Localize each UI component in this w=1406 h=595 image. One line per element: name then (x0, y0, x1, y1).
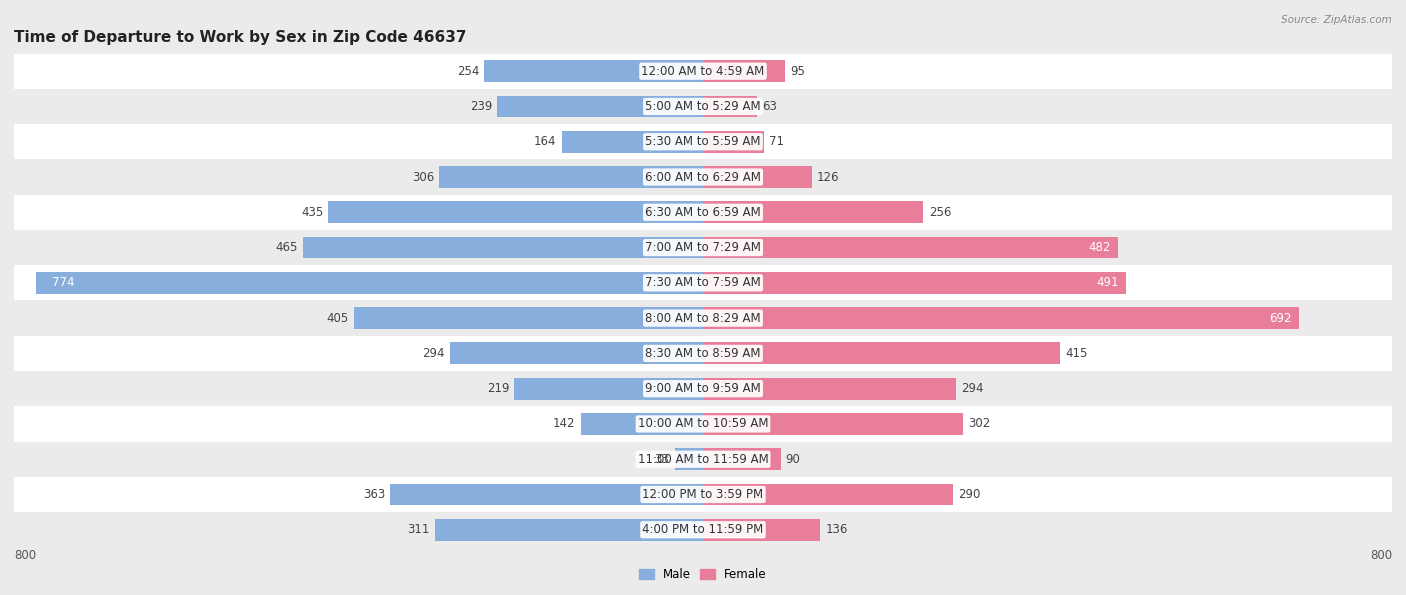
Bar (450, 343, 703, 364)
Text: 294: 294 (962, 382, 984, 395)
Text: 6:00 AM to 6:29 AM: 6:00 AM to 6:29 AM (645, 171, 761, 183)
Text: 415: 415 (1066, 347, 1088, 360)
Bar (703, 413, 963, 435)
Text: 9:00 AM to 9:59 AM: 9:00 AM to 9:59 AM (645, 382, 761, 395)
Text: 7:00 AM to 7:29 AM: 7:00 AM to 7:29 AM (645, 241, 761, 254)
Text: 4:00 PM to 11:59 PM: 4:00 PM to 11:59 PM (643, 523, 763, 536)
Bar (14, 124, 1392, 159)
Text: 290: 290 (957, 488, 980, 501)
Bar (14, 300, 1392, 336)
Bar (14, 371, 1392, 406)
Bar (14, 230, 1392, 265)
Bar (329, 201, 703, 223)
Bar (14, 265, 1392, 300)
Text: 5:00 AM to 5:29 AM: 5:00 AM to 5:29 AM (645, 100, 761, 113)
Text: 465: 465 (276, 241, 298, 254)
Bar (14, 336, 1392, 371)
Bar (675, 448, 703, 470)
Text: 239: 239 (470, 100, 492, 113)
Bar (703, 519, 820, 541)
Text: 306: 306 (412, 171, 434, 183)
Bar (37, 272, 703, 294)
Text: 12:00 AM to 4:59 AM: 12:00 AM to 4:59 AM (641, 65, 765, 78)
Bar (354, 307, 703, 329)
Text: 71: 71 (769, 135, 785, 148)
Text: 800: 800 (1369, 549, 1392, 562)
Text: 63: 63 (762, 100, 778, 113)
Bar (703, 484, 953, 505)
Text: 491: 491 (1097, 276, 1119, 289)
Bar (703, 60, 785, 82)
Text: 254: 254 (457, 65, 479, 78)
Text: 435: 435 (301, 206, 323, 219)
Text: 692: 692 (1270, 312, 1292, 325)
Bar (14, 477, 1392, 512)
Text: 6:30 AM to 6:59 AM: 6:30 AM to 6:59 AM (645, 206, 761, 219)
Bar (703, 237, 1118, 258)
Text: 142: 142 (553, 418, 575, 430)
Bar (302, 237, 703, 258)
Bar (436, 519, 703, 541)
Bar (498, 96, 703, 117)
Bar (703, 307, 1299, 329)
Text: 311: 311 (408, 523, 430, 536)
Bar (703, 166, 811, 188)
Text: 302: 302 (969, 418, 990, 430)
Text: 774: 774 (52, 276, 75, 289)
Text: Source: ZipAtlas.com: Source: ZipAtlas.com (1281, 15, 1392, 25)
Bar (562, 131, 703, 153)
Text: 219: 219 (486, 382, 509, 395)
Bar (703, 448, 780, 470)
Text: 8:00 AM to 8:29 AM: 8:00 AM to 8:29 AM (645, 312, 761, 325)
Text: 95: 95 (790, 65, 804, 78)
Bar (703, 201, 924, 223)
Text: 482: 482 (1088, 241, 1111, 254)
Bar (14, 159, 1392, 195)
Bar (703, 343, 1060, 364)
Bar (484, 60, 703, 82)
Text: 5:30 AM to 5:59 AM: 5:30 AM to 5:59 AM (645, 135, 761, 148)
Bar (14, 512, 1392, 547)
Text: 7:30 AM to 7:59 AM: 7:30 AM to 7:59 AM (645, 276, 761, 289)
Text: 126: 126 (817, 171, 839, 183)
Text: 164: 164 (534, 135, 557, 148)
Text: 363: 363 (363, 488, 385, 501)
Bar (703, 378, 956, 400)
Text: 800: 800 (14, 549, 37, 562)
Legend: Male, Female: Male, Female (640, 568, 766, 581)
Bar (440, 166, 703, 188)
Bar (14, 195, 1392, 230)
Text: 10:00 AM to 10:59 AM: 10:00 AM to 10:59 AM (638, 418, 768, 430)
Bar (391, 484, 703, 505)
Text: 294: 294 (422, 347, 444, 360)
Text: 136: 136 (825, 523, 848, 536)
Text: Time of Departure to Work by Sex in Zip Code 46637: Time of Departure to Work by Sex in Zip … (14, 30, 467, 45)
Text: 405: 405 (326, 312, 349, 325)
Bar (581, 413, 703, 435)
Bar (703, 272, 1126, 294)
Bar (515, 378, 703, 400)
Text: 90: 90 (786, 453, 800, 466)
Bar (703, 96, 758, 117)
Bar (14, 441, 1392, 477)
Bar (14, 54, 1392, 89)
Text: 33: 33 (655, 453, 669, 466)
Text: 12:00 PM to 3:59 PM: 12:00 PM to 3:59 PM (643, 488, 763, 501)
Bar (14, 406, 1392, 441)
Bar (703, 131, 763, 153)
Bar (14, 89, 1392, 124)
Text: 256: 256 (928, 206, 950, 219)
Text: 11:00 AM to 11:59 AM: 11:00 AM to 11:59 AM (638, 453, 768, 466)
Text: 8:30 AM to 8:59 AM: 8:30 AM to 8:59 AM (645, 347, 761, 360)
